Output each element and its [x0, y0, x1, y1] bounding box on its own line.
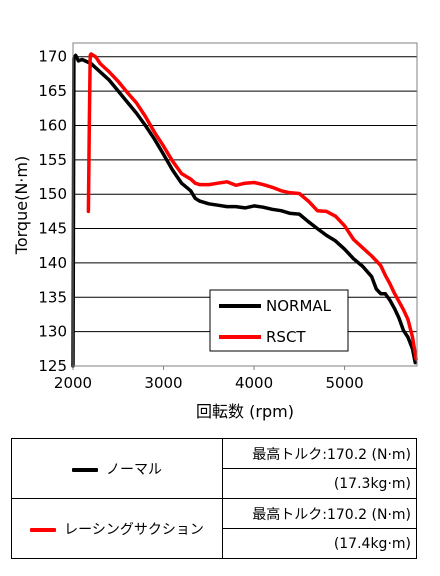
y-tick-label: 155	[38, 151, 67, 169]
x-axis-title: 回転数 (rpm)	[196, 402, 294, 421]
plot-border	[72, 42, 418, 367]
spec-rsct-nm: 最高トルク:170.2 (N·m)	[222, 498, 417, 529]
spec-normal-kgm: (17.3kg·m)	[222, 468, 417, 499]
row-label-rsct: レーシングサクション	[11, 498, 223, 559]
y-tick-label: 135	[38, 288, 67, 306]
x-tick-label: 4000	[235, 374, 273, 392]
x-tick-label: 3000	[144, 374, 182, 392]
row-label-normal: ノーマル	[11, 438, 223, 499]
y-tick-label: 130	[38, 323, 67, 341]
x-axis-ticks: 2000 3000 4000 5000	[54, 366, 364, 392]
label-normal: ノーマル	[106, 461, 162, 478]
legend-label-rsct: RSCT	[266, 328, 306, 346]
series-layer	[71, 52, 418, 368]
series-line-rsct	[86, 52, 418, 361]
y-tick-label: 145	[38, 220, 67, 238]
torque-summary-table: ノーマル 最高トルク:170.2 (N·m) (17.3kg·m) レーシングサ…	[11, 438, 417, 559]
spec-normal-nm: 最高トルク:170.2 (N·m)	[222, 438, 417, 469]
x-tick-label: 5000	[325, 374, 363, 392]
torque-chart: 2000 3000 4000 5000 125 130 135 140 145 150 155 16…	[12, 42, 418, 421]
swatch-normal	[72, 467, 98, 472]
chart-legend: NORMAL RSCT	[209, 289, 349, 352]
label-rsct: レーシングサクション	[64, 521, 204, 538]
series-line-normal	[71, 53, 417, 368]
y-axis-title: Torque(N·m)	[12, 156, 31, 255]
y-tick-label: 150	[38, 185, 67, 203]
table-row-rsct-2: (17.4kg·m)	[12, 528, 417, 559]
swatch-rsct	[30, 527, 57, 532]
legend-box	[209, 289, 349, 352]
y-tick-label: 125	[38, 357, 67, 375]
spec-rsct-kgm: (17.4kg·m)	[222, 528, 417, 559]
y-tick-label: 160	[38, 116, 67, 134]
table-row-rsct-1: レーシングサクション 最高トルク:170.2 (N·m)	[11, 498, 417, 559]
y-tick-label: 140	[38, 254, 67, 272]
table-row-normal-2: (17.3kg·m)	[12, 468, 417, 499]
legend-label-normal: NORMAL	[266, 297, 332, 315]
y-axis-ticks: 125 130 135 140 145 150 155 160 165 170	[38, 48, 67, 375]
x-tick-label: 2000	[54, 374, 92, 392]
y-tick-label: 165	[38, 82, 67, 100]
table-row-normal-1: ノーマル 最高トルク:170.2 (N·m)	[11, 438, 417, 499]
y-tick-label: 170	[38, 48, 67, 66]
